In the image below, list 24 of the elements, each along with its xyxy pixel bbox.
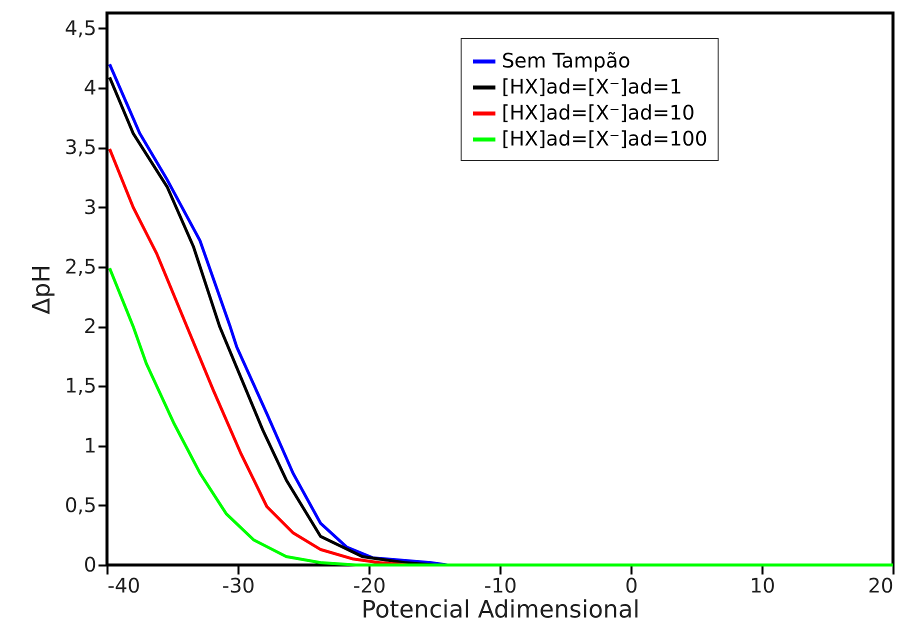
x-tick-label: -40 bbox=[108, 574, 140, 598]
x-tick-label: -20 bbox=[353, 574, 386, 598]
y-tick-label: 2,5 bbox=[64, 254, 96, 278]
x-axis-title: Potencial Adimensional bbox=[361, 596, 640, 624]
y-tick-label: 4,5 bbox=[64, 16, 96, 40]
y-tick-label: 2 bbox=[84, 314, 96, 338]
y-tick-label: 0,5 bbox=[64, 492, 96, 517]
x-tick-label: -30 bbox=[222, 574, 255, 598]
legend-label: Sem Tampão bbox=[502, 48, 630, 72]
y-tick-label: 1,5 bbox=[64, 374, 96, 398]
x-tick-label: 0 bbox=[625, 574, 638, 598]
y-tick-label: 3,5 bbox=[64, 135, 96, 160]
y-tick-label: 1 bbox=[84, 433, 96, 458]
legend-label: [HX]ad=[X⁻]ad=10 bbox=[502, 100, 695, 124]
y-axis-title: ΔpH bbox=[28, 264, 56, 314]
x-tick-label: 10 bbox=[750, 574, 776, 598]
legend-label: [HX]ad=[X⁻]ad=1 bbox=[502, 74, 682, 98]
y-tick-label: 3 bbox=[84, 194, 96, 219]
y-tick-label: 4 bbox=[84, 76, 96, 100]
x-tick-label: -10 bbox=[484, 574, 517, 598]
x-tick-label: 20 bbox=[868, 574, 894, 598]
legend-label: [HX]ad=[X⁻]ad=100 bbox=[502, 126, 708, 150]
y-tick-label: 0 bbox=[84, 552, 96, 576]
line-series bbox=[108, 266, 894, 566]
